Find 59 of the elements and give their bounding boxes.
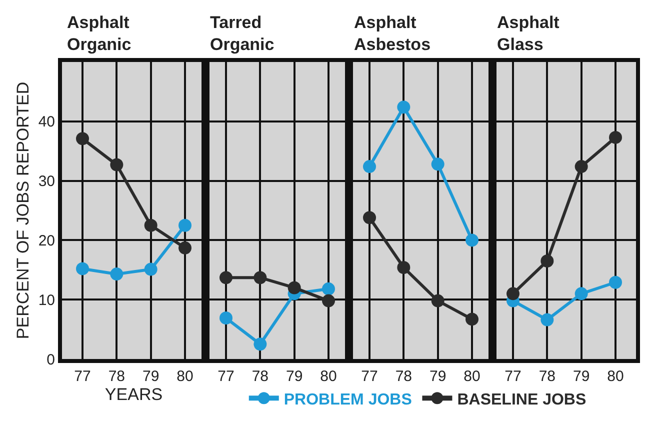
point bbox=[288, 281, 301, 294]
x-tick-label: 80 bbox=[607, 368, 624, 385]
point bbox=[506, 287, 520, 300]
point bbox=[178, 241, 192, 254]
point bbox=[110, 268, 124, 281]
x-tick-label: 78 bbox=[108, 368, 126, 385]
y-tick-label: 20 bbox=[38, 232, 55, 250]
y-axis-title: PERCENT OF JOBS REPORTED bbox=[13, 82, 32, 340]
point bbox=[466, 312, 478, 326]
point bbox=[397, 261, 410, 274]
y-tick-label: 0 bbox=[46, 351, 55, 368]
x-axis-title: YEARS bbox=[104, 385, 163, 404]
legend-label: BASELINE JOBS bbox=[457, 391, 586, 408]
point bbox=[540, 313, 554, 326]
x-tick-label: 78 bbox=[395, 368, 412, 385]
x-tick-label: 80 bbox=[464, 368, 480, 385]
point bbox=[110, 158, 124, 172]
point bbox=[540, 254, 554, 268]
x-tick-label: 80 bbox=[176, 368, 194, 385]
x-tick-label: 79 bbox=[429, 368, 446, 385]
legend-label: PROBLEM JOBS bbox=[284, 391, 412, 408]
chart-title: Tarred Organic bbox=[210, 13, 274, 54]
point bbox=[178, 218, 192, 232]
y-tick-label: 30 bbox=[38, 173, 55, 190]
point bbox=[574, 160, 588, 174]
point bbox=[363, 211, 376, 224]
point bbox=[144, 218, 158, 232]
point bbox=[574, 287, 588, 300]
point bbox=[431, 158, 444, 171]
x-tick-label: 77 bbox=[361, 368, 378, 385]
x-tick-label: 79 bbox=[572, 368, 590, 385]
point bbox=[609, 130, 622, 144]
point bbox=[76, 262, 89, 276]
point bbox=[144, 262, 158, 276]
x-tick-label: 78 bbox=[538, 368, 556, 385]
point bbox=[609, 276, 622, 289]
x-tick-label: 77 bbox=[74, 368, 91, 385]
point bbox=[76, 132, 89, 146]
chart-title: Asphalt Asbestos bbox=[354, 13, 431, 54]
point bbox=[322, 294, 335, 308]
x-tick-label: 79 bbox=[286, 368, 303, 385]
chart-title: Asphalt Glass bbox=[497, 13, 560, 54]
point bbox=[220, 271, 232, 284]
x-tick-label: 77 bbox=[218, 368, 234, 385]
point bbox=[254, 338, 267, 351]
point bbox=[363, 160, 376, 174]
y-tick-label: 40 bbox=[38, 114, 55, 131]
point bbox=[220, 312, 232, 325]
point bbox=[466, 234, 478, 247]
x-tick-label: 80 bbox=[320, 368, 337, 385]
point bbox=[431, 294, 444, 308]
chart-title: Asphalt Organic bbox=[67, 13, 132, 54]
point bbox=[254, 271, 267, 284]
x-tick-label: 77 bbox=[504, 368, 522, 385]
x-tick-label: 79 bbox=[142, 368, 160, 385]
y-tick-label: 10 bbox=[38, 292, 55, 309]
point bbox=[397, 100, 410, 114]
x-tick-label: 78 bbox=[252, 368, 269, 385]
point bbox=[322, 282, 335, 296]
